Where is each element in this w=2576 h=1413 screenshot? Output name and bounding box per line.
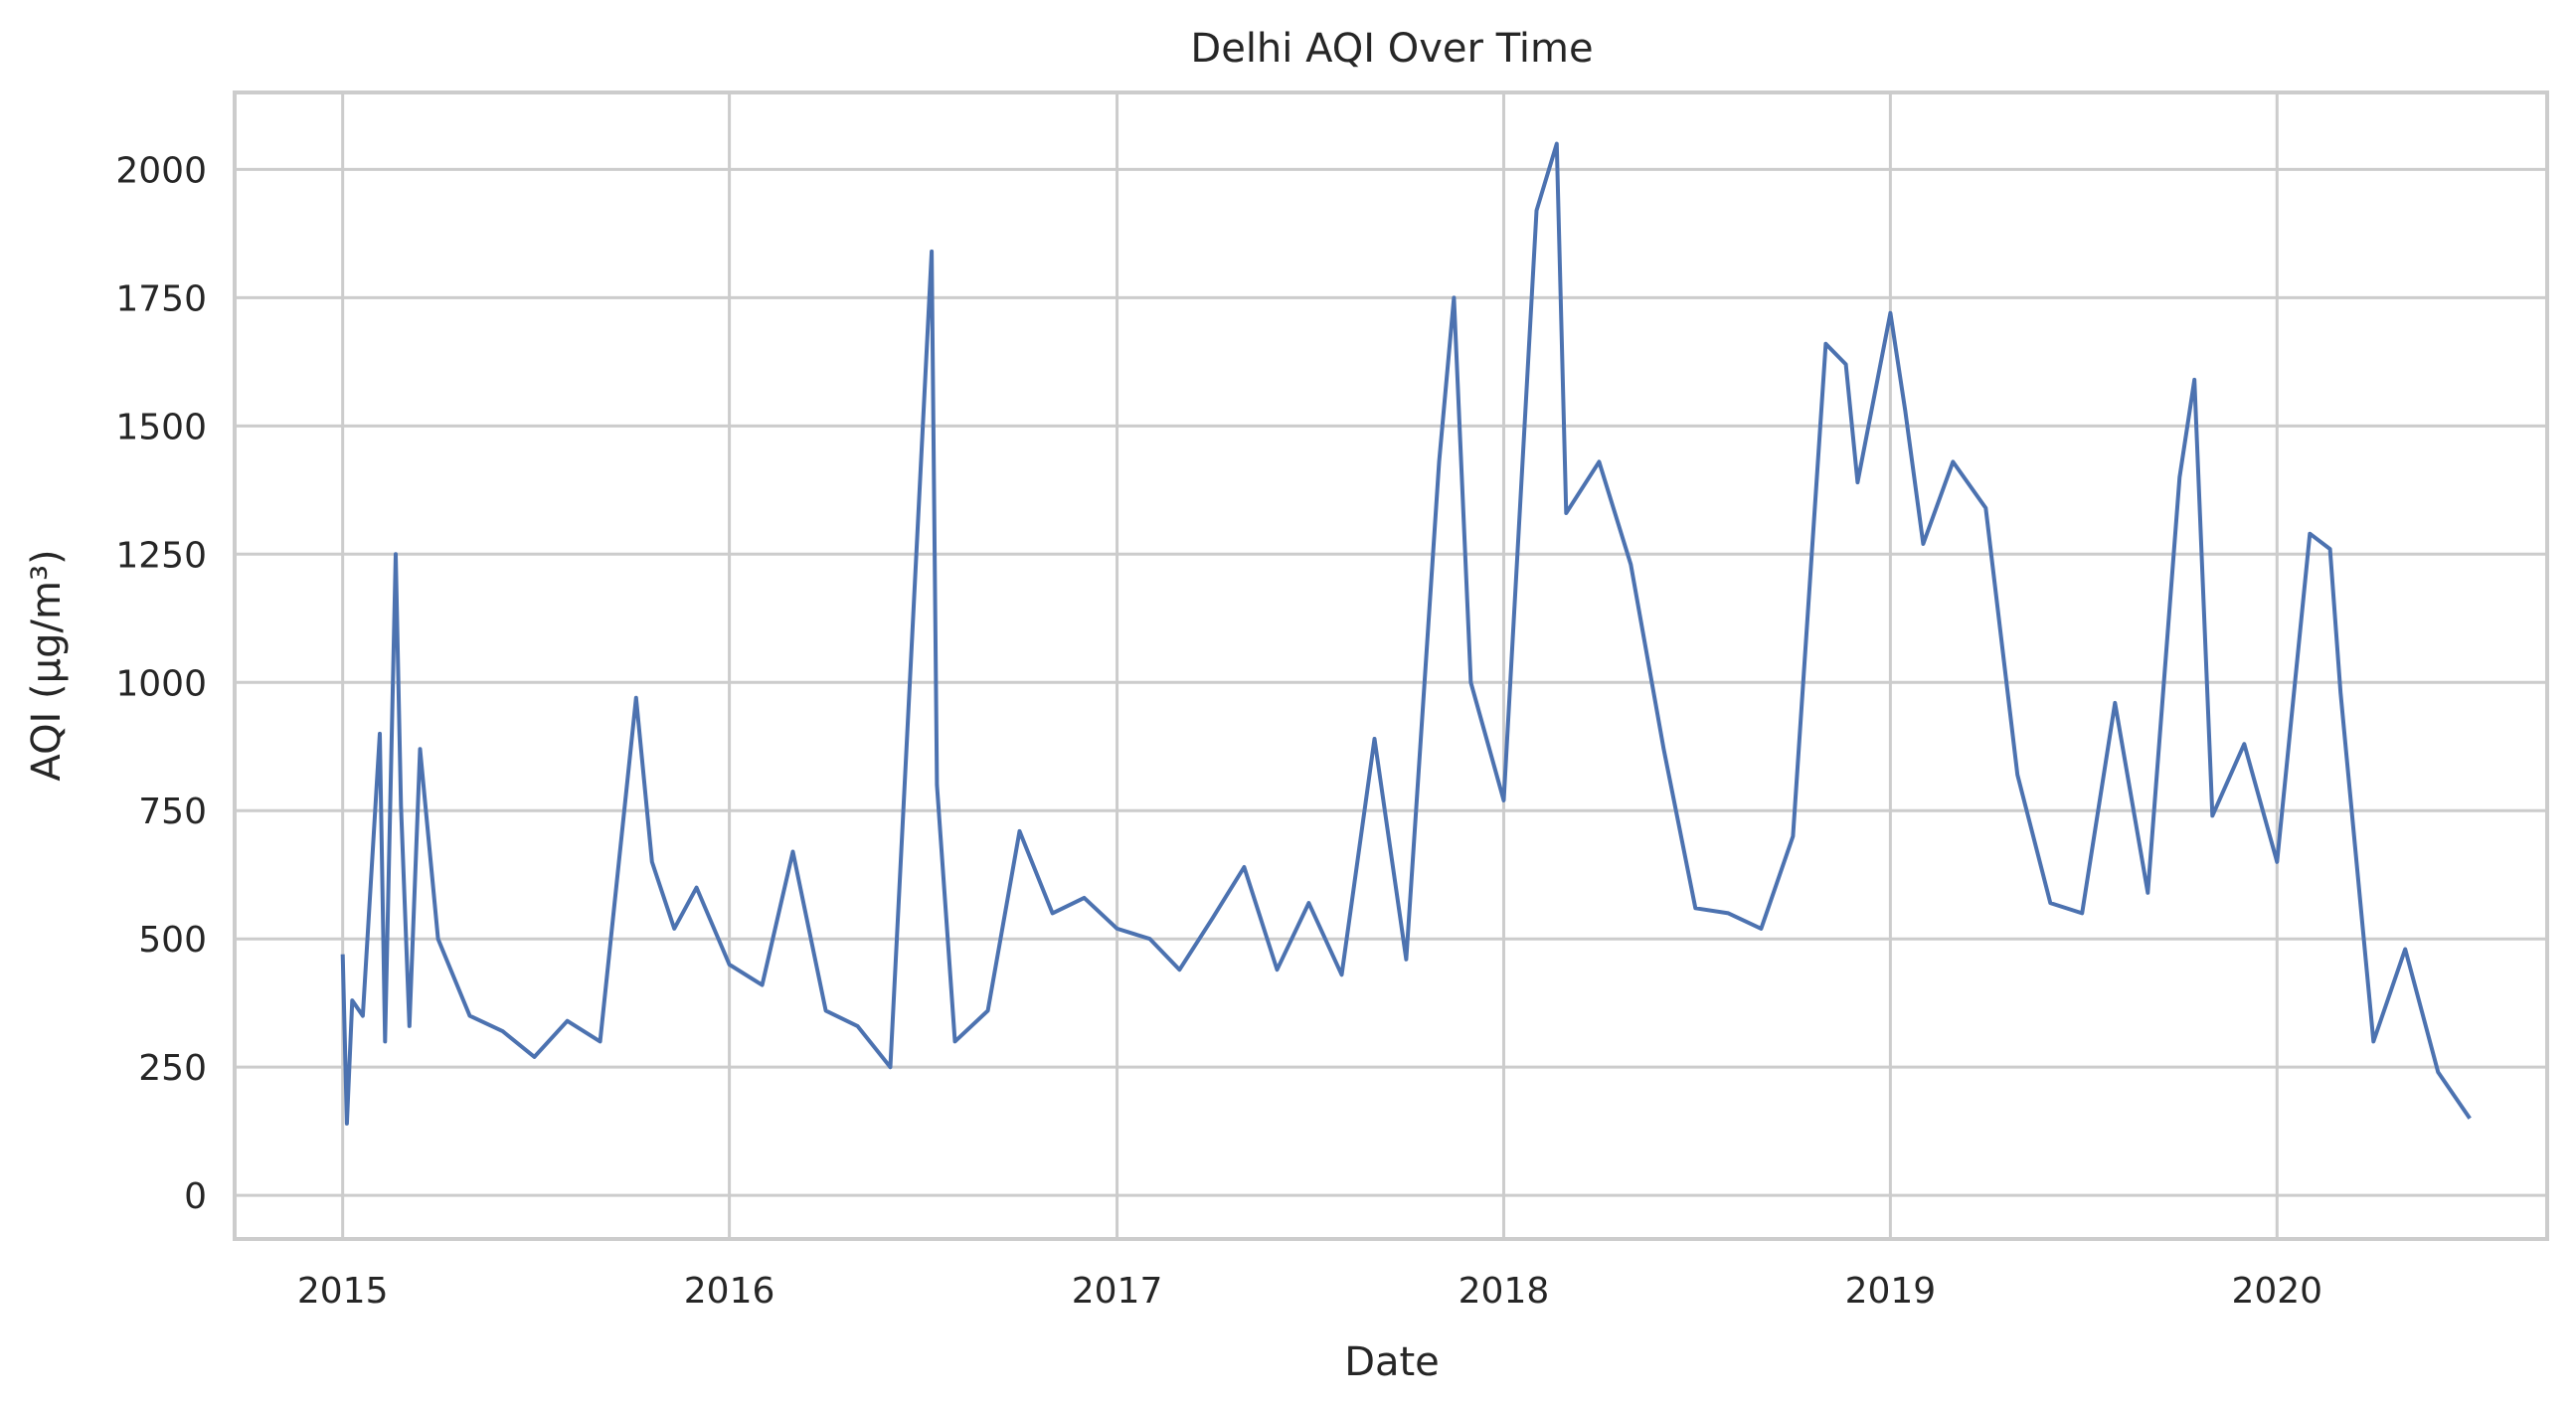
y-tick-label: 1500 bbox=[115, 407, 207, 447]
x-axis-label: Date bbox=[1344, 1339, 1440, 1385]
y-tick-label: 1250 bbox=[115, 535, 207, 576]
x-tick-label: 2017 bbox=[1072, 1271, 1163, 1312]
y-tick-label: 0 bbox=[184, 1176, 207, 1217]
plot-frame bbox=[233, 90, 2549, 1241]
x-tick-label: 2020 bbox=[2231, 1271, 2322, 1312]
y-axis-label: AQI (µg/m³) bbox=[24, 549, 70, 781]
y-tick-label: 250 bbox=[138, 1048, 207, 1089]
tick-labels: 2015 2016 2017 2018 2019 2020 0 250 500 750 1000 12… bbox=[115, 150, 2322, 1312]
y-tick-label: 500 bbox=[138, 920, 207, 961]
y-tick-label: 1750 bbox=[115, 278, 207, 319]
x-tick-label: 2015 bbox=[297, 1271, 389, 1312]
chart-title: Delhi AQI Over Time bbox=[1190, 26, 1593, 72]
x-tick-label: 2019 bbox=[1845, 1271, 1937, 1312]
x-tick-label: 2018 bbox=[1459, 1271, 1550, 1312]
x-tick-label: 2016 bbox=[684, 1271, 775, 1312]
y-tick-label: 1000 bbox=[115, 663, 207, 704]
y-tick-label: 750 bbox=[138, 792, 207, 832]
series-line bbox=[340, 141, 2472, 1126]
grid-lines bbox=[235, 92, 2547, 1239]
y-tick-label: 2000 bbox=[115, 150, 207, 191]
